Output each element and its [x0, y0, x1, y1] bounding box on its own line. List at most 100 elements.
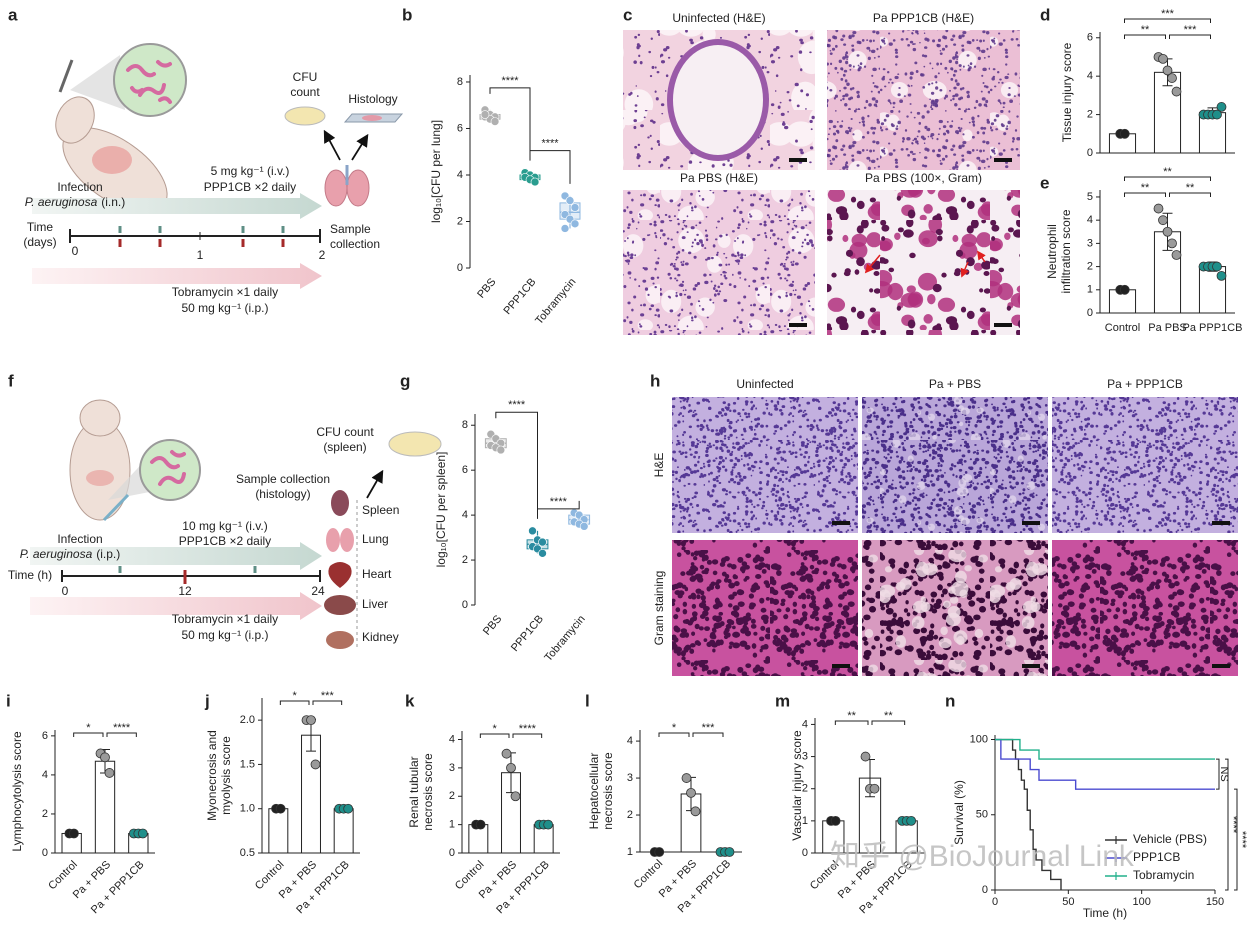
y-tick-label: 1.5 — [240, 758, 255, 770]
y-tick-label: 2 — [802, 783, 808, 795]
significance-label: ** — [1163, 166, 1172, 178]
y-tick-label: 1 — [802, 815, 808, 827]
data-point — [538, 537, 547, 547]
y-axis-label: log₁₀[CFU per lung] — [429, 120, 443, 223]
label: Sample — [330, 222, 371, 236]
micrograph — [672, 397, 858, 533]
panel-label: j — [204, 691, 210, 710]
organ-label: Lung — [362, 532, 389, 546]
data-point — [528, 526, 537, 536]
significance-label: **** — [1236, 831, 1248, 849]
data-point — [686, 787, 696, 798]
column-title: Pa + PBS — [929, 377, 981, 391]
significance-bracket — [1225, 758, 1229, 891]
y-tick-label: 0 — [42, 847, 48, 859]
panel-label: a — [8, 5, 18, 24]
y-axis-label: necrosis score — [601, 752, 615, 830]
data-point — [570, 219, 580, 229]
significance-bracket — [871, 720, 906, 725]
data-point — [1216, 102, 1227, 112]
syringe — [102, 493, 130, 522]
petri-dish — [388, 431, 442, 457]
significance-label: *** — [321, 690, 335, 702]
significance-label: *** — [702, 722, 716, 734]
scale-bar — [1212, 664, 1230, 668]
organ-label: Liver — [362, 597, 388, 611]
bacteria — [150, 450, 186, 486]
significance-bracket — [279, 700, 310, 705]
y-axis-label: Hepatocellular — [587, 753, 601, 830]
significance-bracket — [479, 733, 510, 738]
data-point — [1153, 203, 1164, 214]
watermark: 知乎 @BioJournal Link — [830, 840, 1135, 873]
significance-bracket — [312, 700, 343, 705]
significance-bracket — [1124, 192, 1166, 197]
data-point — [104, 768, 115, 778]
y-tick-label: 4 — [802, 718, 808, 730]
y-tick-label: 6 — [462, 464, 468, 476]
label: P. aeruginosa (i.p.) — [20, 547, 121, 561]
row-title: Gram staining — [652, 571, 666, 646]
significance-label: NS — [1218, 766, 1230, 781]
data-point — [560, 224, 570, 233]
y-tick-label: 4 — [457, 169, 463, 181]
scale-bar — [994, 323, 1012, 327]
y-tick-label: 2.0 — [240, 714, 255, 726]
y-axis-label: Renal tubular — [407, 756, 421, 827]
column-title: Pa + PPP1CB — [1107, 377, 1183, 391]
data-point — [869, 783, 880, 794]
zoom-bacteria — [113, 43, 187, 117]
y-tick-label: 4 — [462, 509, 468, 521]
y-axis-label: Tissue injury score — [1060, 42, 1074, 142]
data-point — [830, 815, 841, 826]
significance-bracket — [495, 411, 538, 519]
significance-label: **** — [508, 399, 526, 411]
panel-label: f — [8, 371, 14, 390]
legend-label: Tobramycin — [1133, 868, 1194, 882]
y-tick-label: 4 — [627, 735, 633, 747]
significance-bracket — [106, 732, 137, 737]
data-point — [579, 522, 589, 531]
significance-bracket — [529, 150, 571, 184]
dose-arrow — [30, 592, 322, 620]
data-point — [310, 759, 321, 770]
data-point — [501, 748, 512, 759]
data-point — [1171, 86, 1182, 97]
organ-label: Spleen — [362, 503, 399, 517]
panel-label: l — [585, 691, 590, 710]
y-tick-label: 6 — [42, 730, 48, 742]
micrograph-title: Pa PBS (100×, Gram) — [865, 171, 982, 185]
x-tick-label: 50 — [1062, 896, 1074, 908]
data-point — [490, 117, 500, 126]
arrow — [864, 254, 881, 274]
y-tick-label: 0 — [457, 262, 463, 274]
y-tick-label: 1 — [627, 846, 633, 858]
significance-label: **** — [1227, 816, 1239, 834]
significance-bracket — [1234, 788, 1238, 891]
micrograph — [862, 397, 1048, 533]
zoom-cone — [70, 55, 125, 110]
data-point — [1167, 238, 1177, 249]
data-point — [1212, 109, 1222, 120]
data-point — [530, 177, 540, 187]
label: Tobramycin ×1 daily — [172, 612, 278, 626]
data-point — [906, 815, 917, 826]
arrow — [351, 133, 369, 161]
micrograph — [623, 190, 815, 335]
significance-label: ** — [1186, 182, 1195, 194]
data-point — [510, 791, 521, 802]
y-tick-label: 5 — [1087, 191, 1093, 203]
label: Sample collection — [236, 472, 330, 486]
label: PPP1CB ×2 daily — [204, 180, 296, 194]
y-tick-label: 4 — [1087, 214, 1093, 226]
label: 0 — [72, 244, 79, 258]
data-point — [1167, 73, 1177, 83]
label: (histology) — [255, 487, 310, 501]
y-axis-label: myolysis score — [219, 736, 233, 815]
y-tick-label: 0 — [449, 847, 455, 859]
significance-bracket — [1124, 176, 1211, 181]
significance-label: * — [293, 690, 298, 702]
label: PPP1CB ×2 daily — [179, 534, 271, 548]
y-tick-label: 8 — [457, 76, 463, 88]
y-axis-label: Lymphocytolysis score — [10, 731, 24, 852]
